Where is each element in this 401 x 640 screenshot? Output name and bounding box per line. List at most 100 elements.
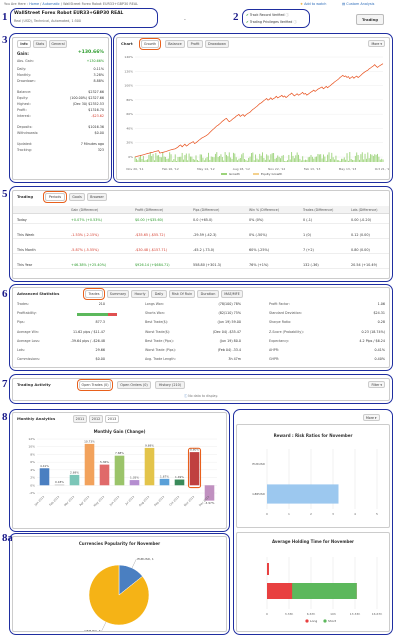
monthly-more-button[interactable]: More ▾ [363,414,380,421]
daily-gain-bar [313,158,315,162]
add-to-watch-link[interactable]: ★ Add to watch [300,2,326,6]
currencies-title: Currencies Popularity for November [78,541,161,546]
daily-gain-bar [237,160,239,162]
row-label: Today [17,218,27,222]
daily-gain-bar [214,153,216,162]
daily-gain-bar [356,152,358,162]
tab-daily[interactable]: Daily [151,290,167,298]
monthly-bar [69,474,80,486]
bar-data-label: 1.49% [175,475,184,479]
tab-2013[interactable]: 2013 [105,415,119,423]
info-row-value: $0.00 [94,131,104,135]
y-tick-label: 0% [30,483,35,487]
monthly-bar [144,447,155,486]
daily-gain-bar [202,157,204,162]
breadcrumb-home[interactable]: Home [29,2,40,6]
daily-gain-bar [377,153,378,162]
system-title: WallStreet Forex Robot EUR33+GBP30 REAL [14,11,124,16]
tab-hourly[interactable]: Hourly [131,290,149,298]
stat-label: Worst Trade($): [145,329,171,334]
daily-gain-bar [227,156,229,162]
daily-gain-bar [163,156,165,162]
tab-trades[interactable]: Trades [85,290,103,298]
tab-periods[interactable]: Periods [45,193,65,201]
filter-button[interactable]: Filter ▾ [368,381,385,388]
month-tick-label: Nov 2013 [183,495,196,508]
tab-balance[interactable]: Balance [165,40,185,48]
cell-gain: +46.38% (+25.40%) [71,263,107,267]
chart-icon: ▤ [342,2,346,6]
tab-summary[interactable]: Summary [107,290,129,298]
daily-gain-bar [291,152,293,162]
chart-label: Chart [121,41,133,46]
growth-line [134,63,384,158]
tab-stats[interactable]: Stats [33,40,47,48]
daily-gain-bar [256,158,258,162]
info-panel: Info Stats General Gain: +130.66% Abs. G… [12,37,109,180]
daily-gain-bar [170,154,172,162]
tab-2011[interactable]: 2011 [73,415,87,423]
cell-trades: 7 (+2) [303,248,314,252]
bar-data-label: 1.67% [160,474,169,478]
tab-browser[interactable]: Browser [87,193,107,201]
cell-win: 76% (+1%) [249,263,269,267]
daily-gain-bar [210,156,212,162]
daily-gain-bar [252,152,254,162]
stat-value: $0.00 [95,357,105,362]
tab-open-trades[interactable]: Open Trades (0) [79,381,111,389]
legend-equity-label: Equity Growth [261,172,282,176]
x-tick-label: 3 [332,512,334,516]
chevron-down-icon: ▾ [374,416,377,420]
tab-risk-of-ruin[interactable]: Risk Of Ruin [169,290,195,298]
breadcrumb-automatic[interactable]: Automatic [42,2,60,6]
chart-more-button[interactable]: More ▾ [368,40,385,47]
y-tick-label: 140% [124,55,133,59]
daily-gain-bar [363,159,365,162]
daily-gain-bar [347,160,349,162]
x-tick-label: Nov 22, '12 [268,167,285,171]
info-icon: ⓘ [285,13,289,17]
monthly-chart-title: Monthly Gain (Change) [93,429,146,434]
daily-gain-bar [275,157,277,162]
daily-gain-bar [228,152,230,162]
tab-goals[interactable]: Goals [69,193,85,201]
breadcrumb-prefix: You Are Here : [4,2,28,6]
stat-label: Longs Won: [145,302,165,306]
tab-info[interactable]: Info [17,40,31,48]
monthly-more-label: More [366,416,374,420]
y-tick-label: -2% [29,491,35,495]
growth-chart: 140% 120% 100% 80% 60% 40% 20% 0% Nov 20, '11 Feb… [124,55,389,176]
tab-duration[interactable]: Duration [197,290,219,298]
daily-gain-bar [268,159,270,162]
daily-gain-bar [137,160,139,162]
tab-growth[interactable]: Growth [141,40,159,48]
tab-history[interactable]: History (210) [155,381,185,389]
chart-more-label: More [371,42,380,46]
long-holding-bar [267,563,269,575]
tab-general[interactable]: General [49,40,67,48]
daily-gain-bar [223,160,225,162]
monthly-bar [39,468,50,486]
custom-analysis-link[interactable]: ▤ Custom Analysis [342,2,374,6]
cell-gain: -5.87% (-5.55%) [71,248,99,252]
daily-gain-bar [277,155,279,162]
activity-label: Trading Activity [17,382,51,387]
tab-drawdown[interactable]: Drawdown [205,40,229,48]
tab-mae-mfe[interactable]: MAE/MFE [221,290,243,298]
tab-profit[interactable]: Profit [187,40,203,48]
daily-gain-bar [321,158,323,162]
track-record-label: Track Record Verified [249,13,285,17]
trading-button[interactable]: Trading [356,14,384,25]
tab-open-orders[interactable]: Open Orders (0) [117,381,151,389]
currencies-pie-chart: EURUSD, 1 GBPUSD, 6 [84,557,154,631]
check-icon: ✔ [246,20,249,24]
daily-gain-bar [357,155,359,162]
y-tick-label: 120% [124,69,133,73]
tab-2012[interactable]: 2012 [89,415,103,423]
y-tick-label: 100% [124,84,133,88]
daily-gain-bar [295,155,297,162]
cell-lots: 0.80 (0.00) [351,248,370,252]
cell-lots: 20.54 (+10.49) [351,263,377,267]
info-section-outline [9,33,112,183]
stat-value: -39.64 pips / -$26.48 [70,338,105,343]
